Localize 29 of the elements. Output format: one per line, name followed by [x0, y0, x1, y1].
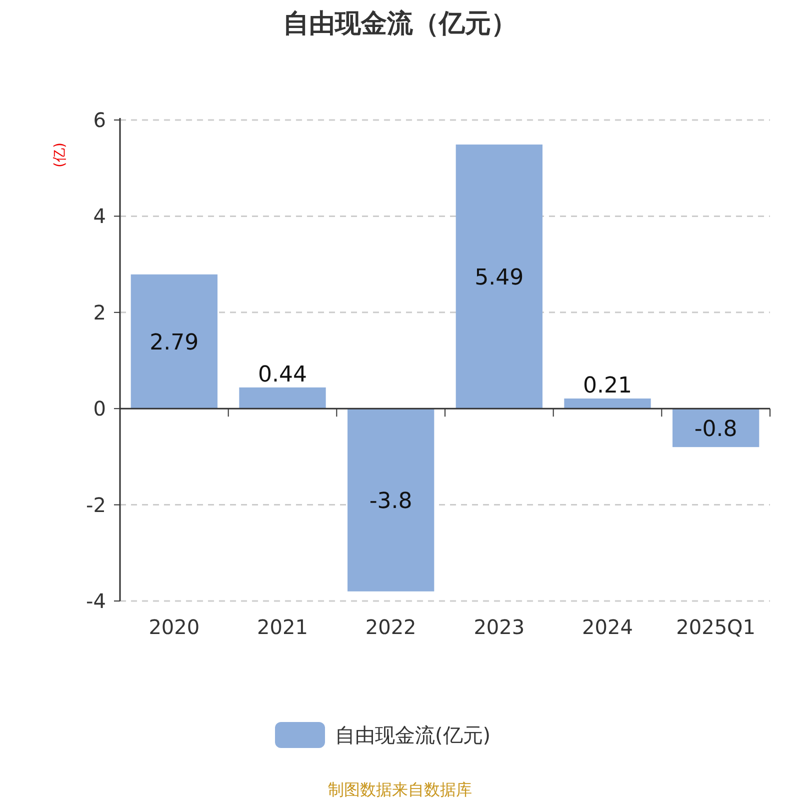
- x-tick-label: 2021: [257, 615, 308, 639]
- text: 制图数据来自数据库: [328, 780, 472, 799]
- bar: [456, 144, 542, 409]
- x-tick-label: 2025Q1: [676, 615, 756, 639]
- y-tick-label: 2: [93, 300, 106, 324]
- y-axis-title: (亿): [52, 142, 68, 168]
- data-label: 2.79: [150, 330, 199, 356]
- x-tick-label: 2022: [365, 615, 416, 639]
- data-label: 5.49: [474, 266, 524, 291]
- data-label: 0.44: [258, 362, 307, 388]
- chart-title: 自由现金流（亿元）: [283, 9, 517, 39]
- x-tick-label: 2023: [474, 615, 525, 639]
- bar: [130, 274, 218, 409]
- data-label: 0.21: [583, 374, 632, 398]
- x-tick-label: 2020: [148, 615, 200, 639]
- y-tick-label: 0: [93, 396, 106, 421]
- data-label: -0.8: [694, 416, 738, 442]
- y-tick-label: -4: [86, 589, 106, 613]
- y-tick-label: -2: [86, 492, 106, 517]
- y-tick-label: 6: [93, 108, 106, 132]
- bar: [348, 408, 434, 592]
- data-label: -3.8: [369, 488, 412, 514]
- bar: [239, 387, 326, 409]
- bar: [672, 408, 760, 448]
- legend: 自由现金流(亿元): [275, 722, 491, 748]
- bar: [564, 398, 651, 409]
- y-tick-label: 4: [93, 204, 106, 228]
- legend-label: 自由现金流(亿元): [335, 723, 491, 747]
- x-tick-label: 2024: [582, 615, 633, 639]
